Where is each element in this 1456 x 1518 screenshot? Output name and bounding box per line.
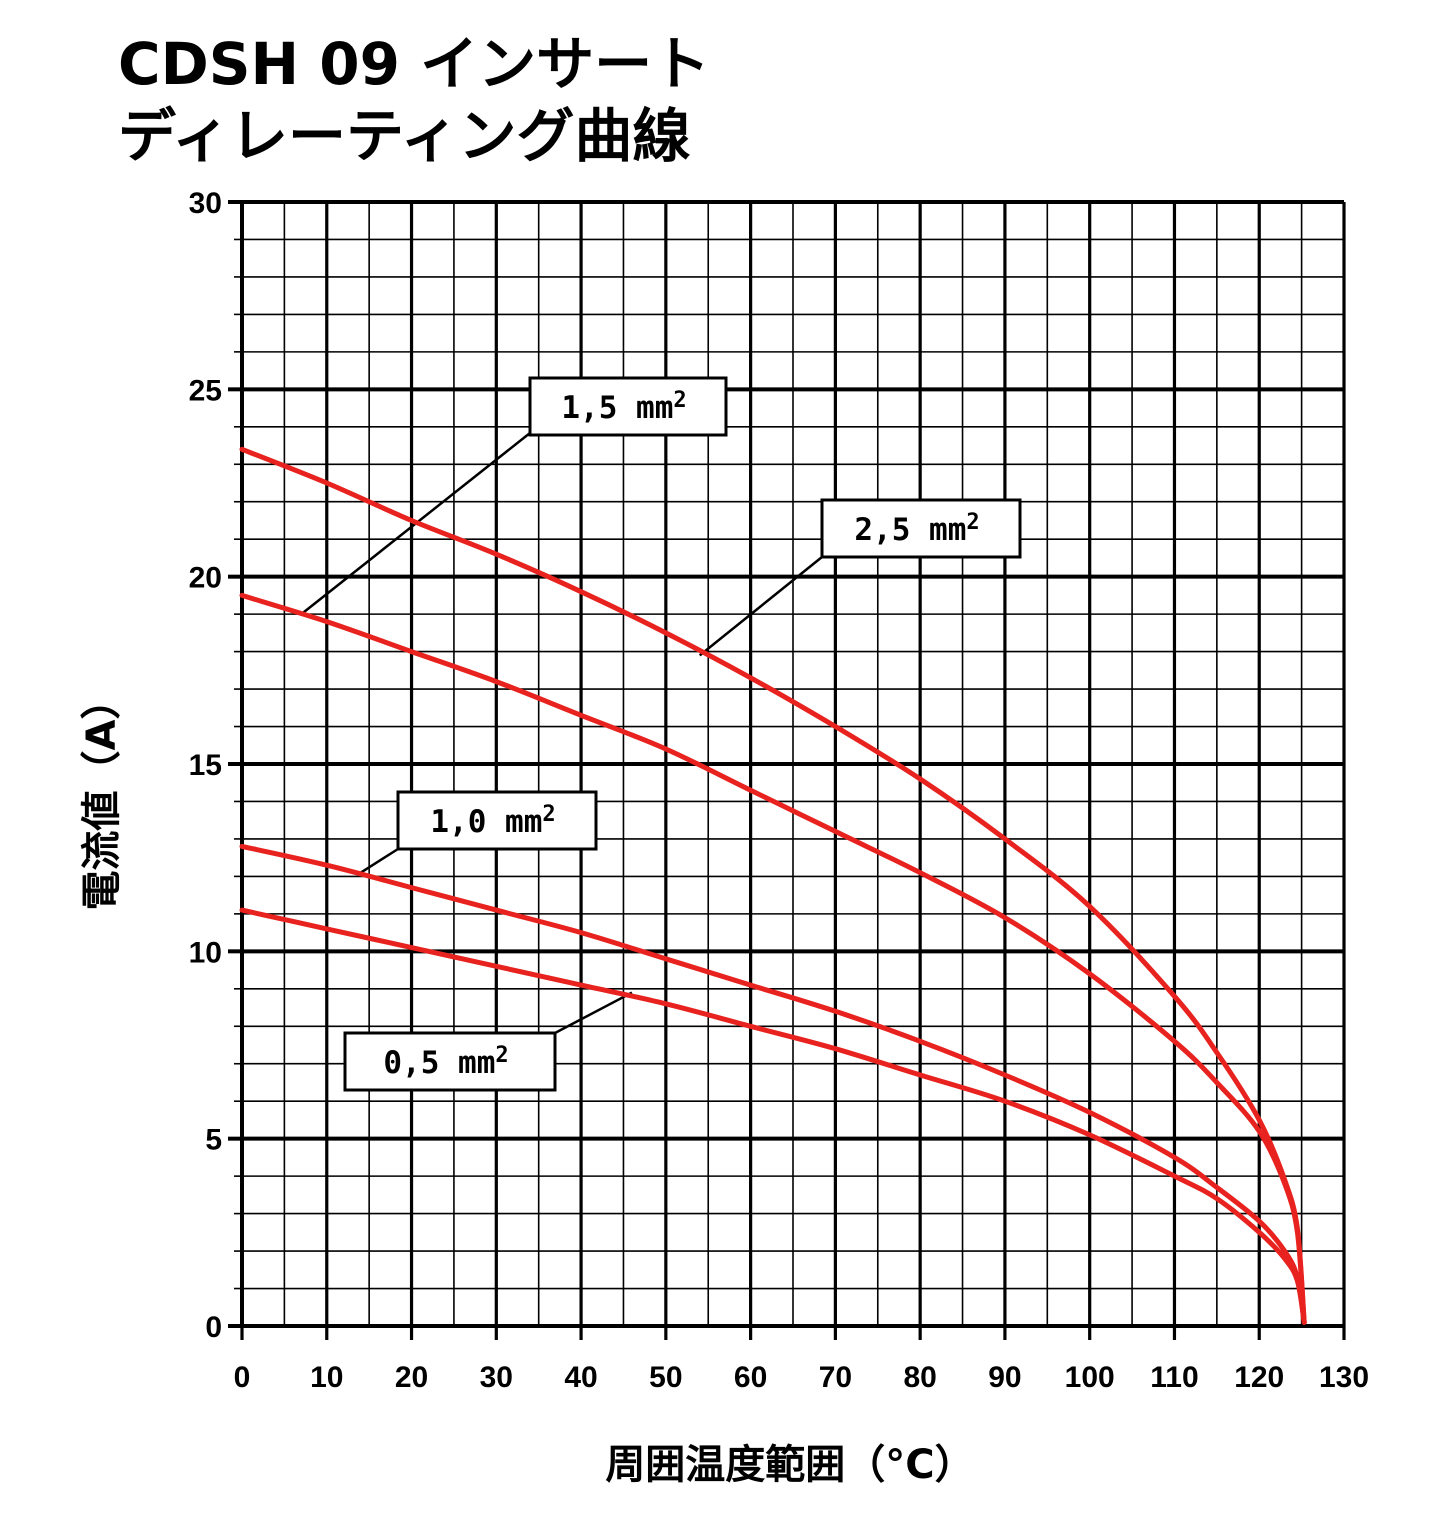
x-tick-label: 60 [734,1361,767,1394]
y-tick-label: 5 [205,1124,222,1157]
callout-label: 1,0 mm2 [430,802,555,840]
callout-leader [698,556,823,657]
callout-box [820,498,1022,559]
x-tick-label: 90 [988,1361,1021,1394]
y-tick-labels: 0 5 10 15 20 25 30 [189,187,222,1344]
x-tick-label: 0 [234,1361,251,1394]
x-tick-label: 30 [480,1361,513,1394]
y-tick-label: 20 [189,562,222,595]
callout-label: 2,5 mm2 [854,510,979,548]
callout-3: 0,5 mm2 [343,1031,557,1092]
series-line-3 [239,907,1307,1325]
y-tick-label: 25 [189,374,222,407]
callout-label-text: 1,5 mm [561,390,673,426]
axis-ticks [228,200,1346,1340]
callout-1: 2,5 mm2 [820,498,1022,559]
x-axis-title: 周囲温度範囲（°C） [605,1442,974,1488]
x-tick-label: 120 [1234,1361,1284,1394]
callout-box [396,790,598,851]
callout-box [528,376,728,437]
callout-label: 0,5 mm2 [383,1043,508,1081]
chart-title-line-1: CDSH 09 インサート [118,30,711,98]
x-tick-label: 100 [1065,1361,1115,1394]
callout-label-text: 0,5 mm [383,1045,495,1081]
x-tick-label: 20 [395,1361,428,1394]
callout-label-superscript: 2 [673,388,686,413]
x-tick-label: 110 [1150,1361,1198,1394]
callout-label-text: 1,0 mm [430,804,542,840]
y-tick-label: 10 [189,936,222,969]
y-axis-title: 電流値（A） [79,680,125,911]
callout-label-superscript: 2 [966,510,979,535]
x-tick-labels: 0 10 20 30 40 50 60 70 80 90 100 110 120 130 [234,1361,1369,1394]
x-tick-label: 80 [903,1361,936,1394]
callout-label-superscript: 2 [495,1043,508,1068]
callout-leader [360,847,399,874]
callout-label-superscript: 2 [542,802,555,827]
callout-label-text: 2,5 mm [854,512,966,548]
callout-2: 1,0 mm2 [396,790,598,851]
x-tick-label: 70 [819,1361,852,1394]
callout-0: 1,5 mm2 [528,376,728,437]
x-tick-label: 50 [649,1361,682,1394]
chart-title: CDSH 09 インサート ディレーティング曲線 [118,28,710,172]
x-tick-label: 40 [564,1361,597,1394]
callout-box [343,1031,557,1092]
chart-title-line-2: ディレーティング曲線 [118,102,691,170]
callout-leader [554,991,633,1035]
series-line-2 [239,843,1307,1325]
callout-label: 1,5 mm2 [561,388,686,426]
y-tick-label: 15 [189,749,222,782]
series-lines [239,446,1307,1325]
y-tick-label: 30 [189,187,222,220]
series-line-0 [239,592,1307,1325]
y-tick-label: 0 [205,1311,222,1344]
x-tick-label: 10 [310,1361,343,1394]
series-line-1 [239,446,1307,1325]
x-tick-label: 130 [1319,1361,1369,1394]
